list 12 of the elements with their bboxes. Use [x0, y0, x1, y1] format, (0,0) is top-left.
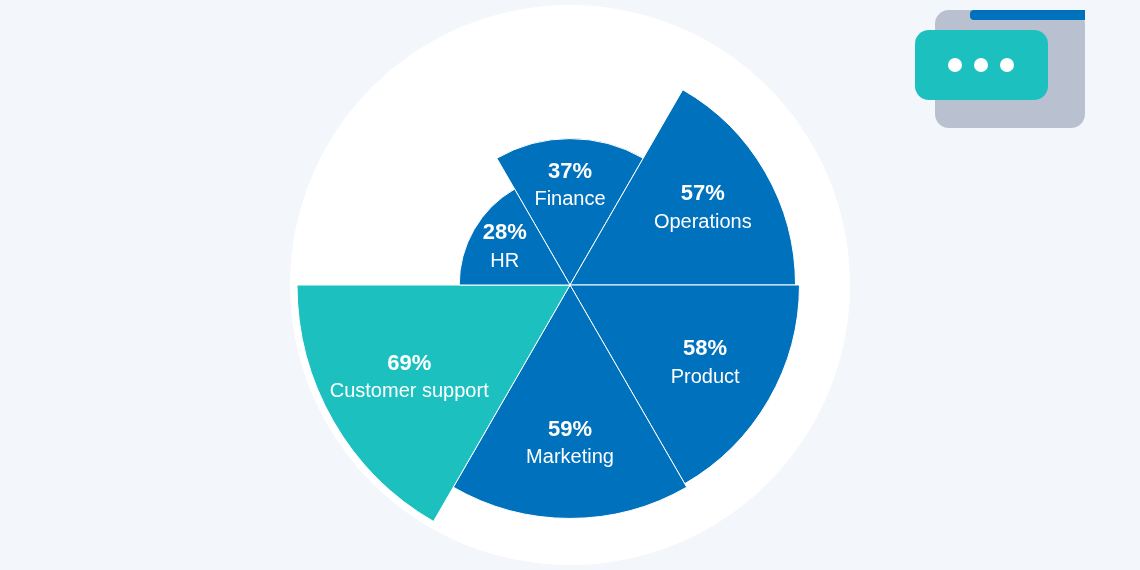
data-label: 37%: [547, 157, 593, 183]
category-label: HR: [490, 248, 520, 271]
category-label: Finance: [534, 186, 606, 209]
data-label: 58%: [683, 335, 728, 361]
data-label: 57%: [680, 180, 725, 206]
category-label: Marketing: [526, 445, 614, 468]
category-label: Operations: [653, 209, 752, 232]
category-label: Product: [670, 364, 741, 387]
data-label: 28%: [482, 219, 527, 245]
data-label: 59%: [547, 415, 593, 441]
data-label: 69%: [387, 349, 432, 375]
category-label: Customer support: [329, 379, 490, 402]
